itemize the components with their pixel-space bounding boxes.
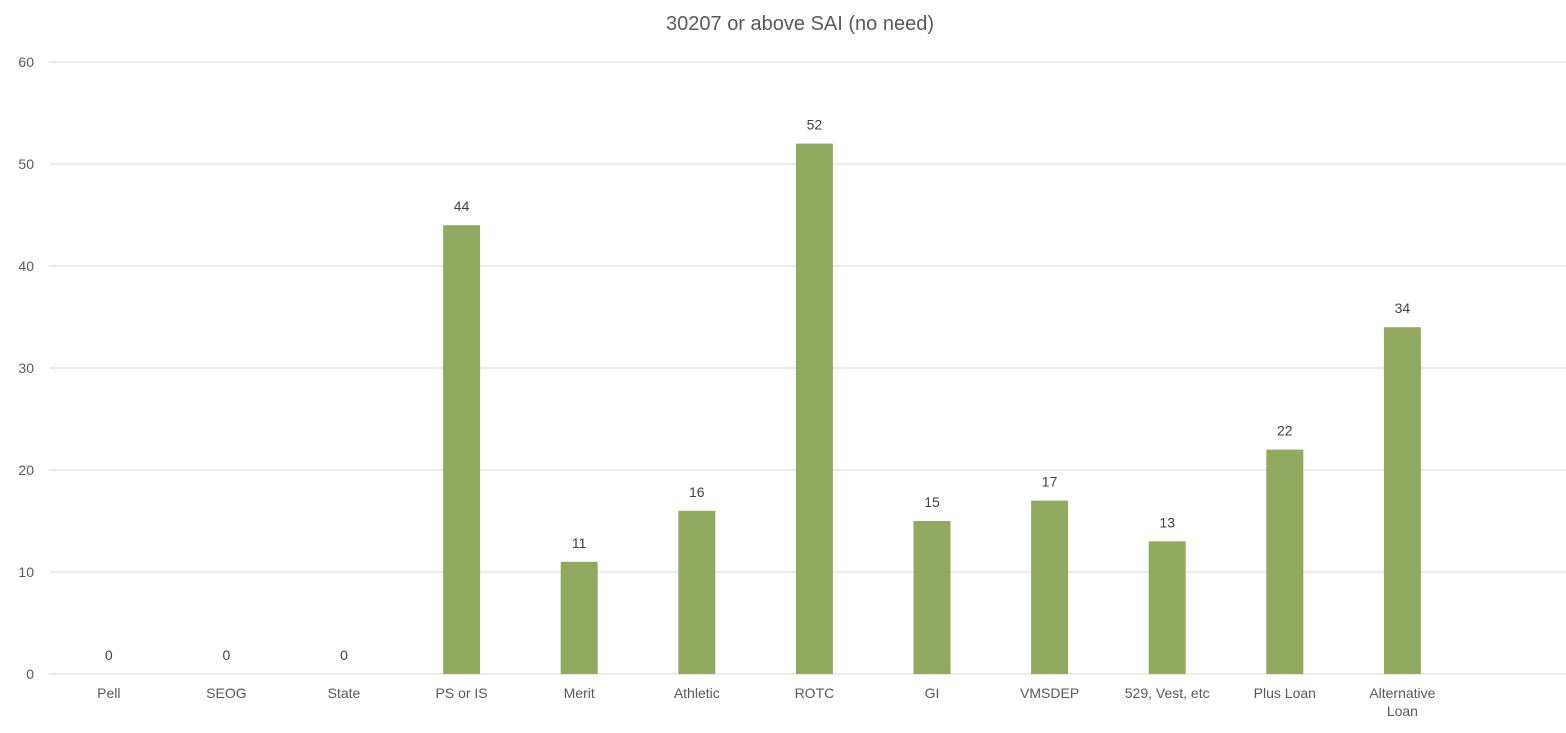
data-label: 11: [572, 535, 587, 551]
data-label: 15: [924, 494, 940, 510]
x-tick-label: State: [328, 685, 361, 701]
x-tick-label: Athletic: [674, 685, 720, 701]
x-tick-label: PS or IS: [436, 685, 488, 701]
data-label: 52: [807, 117, 823, 133]
x-axis-tick-labels: Pell SEOG State PS or IS Merit Athletic ROTC GI…: [97, 685, 1436, 719]
bars: [443, 143, 1421, 675]
x-tick-label: Pell: [97, 685, 120, 701]
y-tick-label: 10: [18, 564, 34, 580]
data-label: 0: [340, 647, 348, 663]
data-label: 13: [1159, 514, 1175, 530]
data-labels: 0 0 0 44 11 16 52 15 17 13 22 34: [105, 117, 1410, 663]
y-tick-label: 60: [18, 54, 34, 70]
data-label: 16: [689, 484, 705, 500]
bar: [560, 561, 598, 674]
y-tick-label: 30: [18, 360, 34, 376]
data-label: 34: [1395, 300, 1411, 316]
chart-title: 30207 or above SAI (no need): [666, 13, 934, 35]
bar: [913, 521, 951, 674]
data-label: 0: [105, 647, 113, 663]
bar: [1148, 541, 1186, 674]
bar: [443, 225, 481, 674]
x-tick-label: SEOG: [206, 685, 246, 701]
data-label: 17: [1042, 474, 1058, 490]
x-tick-label: Alternative Loan: [1369, 685, 1435, 719]
x-tick-label: ROTC: [795, 685, 835, 701]
data-label: 0: [223, 647, 231, 663]
y-tick-label: 0: [26, 666, 34, 682]
data-label: 44: [454, 198, 470, 214]
bar: [1266, 449, 1304, 674]
data-label: 22: [1277, 423, 1293, 439]
x-tick-label: VMSDEP: [1020, 685, 1079, 701]
bar: [678, 510, 716, 674]
y-tick-label: 40: [18, 258, 34, 274]
x-tick-label: Merit: [564, 685, 595, 701]
bar: [1031, 500, 1069, 674]
y-tick-label: 50: [18, 156, 34, 172]
x-tick-label: 529, Vest, etc: [1125, 685, 1210, 701]
x-tick-label: GI: [925, 685, 940, 701]
bar: [1383, 327, 1421, 674]
y-axis-tick-labels: 0 10 20 30 40 50 60: [18, 54, 34, 682]
bar: [795, 143, 833, 675]
x-tick-label: Plus Loan: [1254, 685, 1316, 701]
y-tick-label: 20: [18, 462, 34, 478]
